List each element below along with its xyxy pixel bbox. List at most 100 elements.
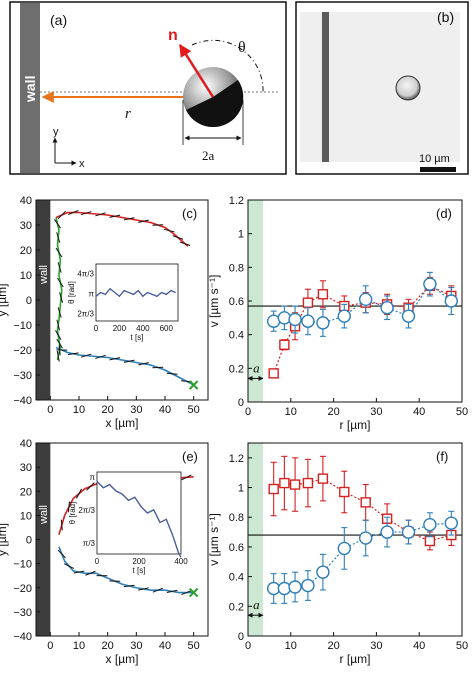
panel-b: (b) 10 µm (295, 1, 469, 175)
y-tick-label: 40 (20, 195, 32, 207)
orientation-mark (109, 357, 121, 361)
trajectory-line (55, 217, 63, 361)
panel-label: (c) (182, 206, 197, 221)
micrograph-wall (322, 12, 329, 162)
y-tick-label: −40 (13, 631, 32, 643)
y-tick-label: 0 (238, 631, 244, 643)
panel-label: (f) (436, 449, 448, 464)
two-a-label: 2a (202, 148, 215, 163)
data-point-circle (380, 301, 394, 315)
orientation-mark (54, 219, 61, 229)
data-point-circle (423, 517, 437, 532)
inset-frame (95, 263, 179, 322)
orientation-mark (123, 584, 135, 588)
orientation-mark (179, 241, 191, 247)
x-tick-label: 50 (188, 404, 200, 416)
inset-y-title: θ [rad] (67, 281, 76, 304)
plot-frame (247, 442, 463, 637)
data-point-circle (337, 309, 351, 323)
y-tick-label: 1.2 (229, 195, 244, 207)
a-label: a (253, 597, 260, 612)
series-line (273, 477, 452, 542)
x-tick-label: 10 (285, 406, 297, 418)
inset-x-tick-label: 200 (132, 557, 146, 566)
end-marker (188, 587, 199, 598)
wall-block (20, 3, 40, 173)
panel-b-label: (b) (437, 9, 454, 25)
y-tick-label: 20 (20, 486, 32, 498)
y-tick-label: 0.4 (229, 572, 244, 584)
inset-x-tick-label: 400 (174, 557, 188, 566)
orientation-mark (123, 359, 135, 363)
x-tick-label: 50 (456, 406, 468, 418)
orientation-mark (55, 330, 62, 340)
orientation-mark (138, 587, 149, 591)
y-tick-label: −10 (13, 559, 32, 571)
n-label: n (168, 27, 178, 44)
x-tick-label: 30 (130, 640, 142, 652)
x-tick-label: 20 (327, 406, 339, 418)
data-point-circle (380, 525, 394, 539)
orientation-mark (67, 501, 70, 513)
orientation-mark (138, 219, 149, 223)
panel-label: (d) (436, 206, 452, 221)
inset-y-tick-label: π (89, 473, 95, 482)
x-tick-label: 30 (130, 404, 142, 416)
n-vector-arrow (178, 43, 215, 98)
inset-y-tick-label: 2π/3 (77, 310, 94, 319)
orientation-mark (57, 262, 62, 273)
data-point-square (424, 535, 436, 547)
data-point-circle (316, 316, 330, 330)
orientation-mark (59, 292, 64, 303)
chart-c: wall 0 10 20 30 40 50 −40 −30 −20 −10 0 10 20 30 40 x [µ… (0, 195, 209, 430)
orientation-mark (58, 344, 61, 356)
data-point-square (279, 339, 290, 350)
data-point-square (268, 483, 279, 495)
y-tick-label: −10 (13, 320, 32, 332)
data-point-square (302, 477, 314, 489)
data-point-square (317, 289, 329, 300)
orientation-mark (56, 232, 61, 243)
data-point-circle (301, 314, 315, 328)
trajectory-line (55, 346, 195, 386)
y-tick-label: 0.8 (229, 512, 244, 524)
data-point-circle (337, 541, 351, 556)
y-axis-title: y [µm] (0, 523, 9, 556)
y-tick-label: 1 (238, 229, 244, 241)
inset-y-title: θ [rad] (68, 502, 77, 525)
wall-label: wall (22, 76, 38, 103)
x-tick-label: 0 (245, 640, 251, 652)
data-point-square (317, 473, 329, 484)
x-tick-label: 40 (159, 404, 171, 416)
orientation-mark (57, 277, 64, 288)
orientation-mark (57, 549, 66, 559)
y-tick-label: 20 (20, 245, 32, 257)
theta-arc (191, 39, 264, 93)
y-tick-label: −20 (13, 583, 32, 595)
inset-x-tick-label: 0 (94, 324, 99, 333)
x-tick-label: 40 (413, 406, 425, 418)
data-point-circle (316, 565, 330, 579)
y-tick-label: −30 (13, 607, 32, 619)
sphere-cap (186, 80, 244, 128)
panel-label: (e) (182, 449, 198, 464)
orientation-mark (152, 587, 164, 593)
y-tick-label: 10 (20, 510, 32, 522)
inset-x-title: t [s] (133, 566, 146, 575)
scale-bar (420, 167, 456, 172)
inset-x-title: t [s] (131, 333, 144, 342)
orientation-mark (95, 212, 106, 217)
orientation-mark (55, 247, 63, 258)
x-tick-label: 20 (102, 404, 114, 416)
plot-frame (247, 199, 463, 403)
orientation-mark (57, 307, 62, 318)
orientation-mark (80, 211, 92, 216)
orientation-mark (172, 235, 184, 240)
x-tick-label: 10 (73, 640, 85, 652)
x-tick-label: 50 (188, 640, 200, 652)
data-point-square (360, 497, 371, 508)
data-point-circle (288, 312, 302, 327)
y-tick-label: 0.6 (229, 296, 244, 308)
orientation-mark (56, 338, 63, 349)
y-tick-label: 30 (20, 462, 32, 474)
